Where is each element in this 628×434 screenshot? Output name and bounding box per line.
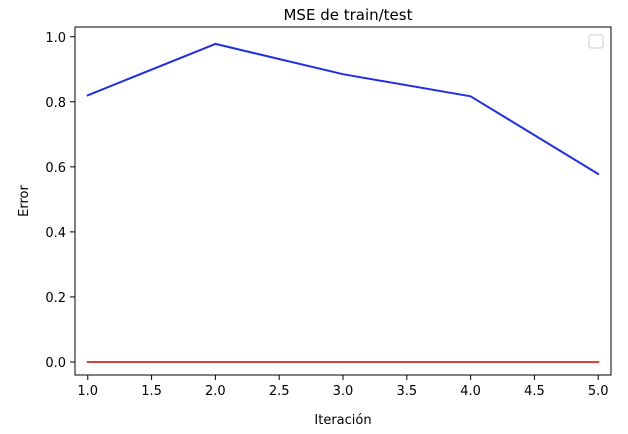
- x-tick-label: 4.0: [460, 384, 481, 399]
- legend-box: [588, 34, 604, 49]
- series-layer: [86, 42, 600, 363]
- x-tick-label: 3.0: [333, 384, 354, 399]
- x-tick-label: 2.5: [269, 384, 290, 399]
- y-tick-label: 0.0: [45, 356, 66, 371]
- y-axis-label: Error: [17, 185, 32, 217]
- x-tick-label: 1.0: [77, 384, 98, 399]
- y-tick-label: 0.2: [45, 291, 66, 306]
- y-tick-label: 0.8: [45, 96, 66, 111]
- y-tick-label: 0.4: [45, 226, 66, 241]
- x-tick-label: 1.5: [141, 384, 162, 399]
- x-tick-label: 3.5: [396, 384, 417, 399]
- x-tick-label: 4.5: [524, 384, 545, 399]
- chart-title: MSE de train/test: [283, 6, 412, 24]
- series-line-1: [86, 42, 600, 176]
- y-tick-label: 1.0: [45, 31, 66, 46]
- x-axis-label: Iteración: [314, 413, 371, 428]
- x-axis: 1.0 1.5 2.0 2.5 3.0 3.5 4.0 4.5 5.0: [77, 375, 609, 399]
- x-tick-label: 2.0: [205, 384, 226, 399]
- x-tick-label: 5.0: [588, 384, 609, 399]
- y-axis: 0.0 0.2 0.4 0.6 0.8 1.0: [45, 31, 75, 371]
- y-tick-label: 0.6: [45, 161, 66, 176]
